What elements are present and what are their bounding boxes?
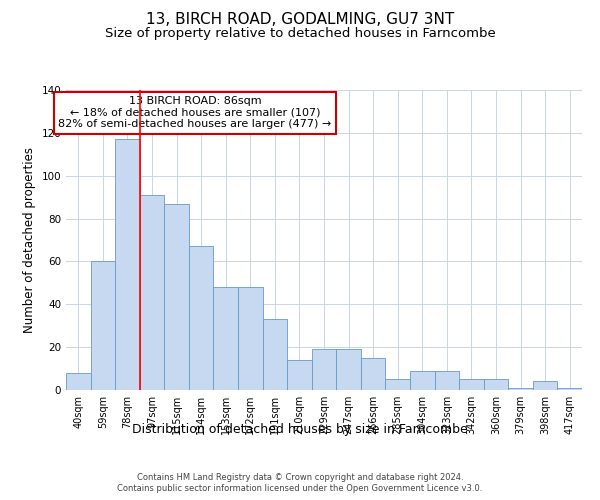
Bar xyxy=(115,140,140,390)
Text: Distribution of detached houses by size in Farncombe: Distribution of detached houses by size … xyxy=(132,422,468,436)
Bar xyxy=(91,262,115,390)
Text: Size of property relative to detached houses in Farncombe: Size of property relative to detached ho… xyxy=(104,28,496,40)
Bar xyxy=(410,370,434,390)
Bar xyxy=(164,204,189,390)
Bar xyxy=(238,287,263,390)
Text: Contains public sector information licensed under the Open Government Licence v3: Contains public sector information licen… xyxy=(118,484,482,493)
Bar xyxy=(214,287,238,390)
Bar xyxy=(484,380,508,390)
Bar xyxy=(361,358,385,390)
Bar xyxy=(189,246,214,390)
Bar xyxy=(434,370,459,390)
Bar xyxy=(385,380,410,390)
Text: Contains HM Land Registry data © Crown copyright and database right 2024.: Contains HM Land Registry data © Crown c… xyxy=(137,472,463,482)
Bar xyxy=(533,382,557,390)
Text: 13, BIRCH ROAD, GODALMING, GU7 3NT: 13, BIRCH ROAD, GODALMING, GU7 3NT xyxy=(146,12,454,28)
Bar xyxy=(287,360,312,390)
Bar xyxy=(336,350,361,390)
Bar xyxy=(263,320,287,390)
Bar xyxy=(140,195,164,390)
Y-axis label: Number of detached properties: Number of detached properties xyxy=(23,147,36,333)
Bar xyxy=(508,388,533,390)
Bar xyxy=(459,380,484,390)
Bar xyxy=(557,388,582,390)
Bar xyxy=(312,350,336,390)
Bar xyxy=(66,373,91,390)
Text: 13 BIRCH ROAD: 86sqm
← 18% of detached houses are smaller (107)
82% of semi-deta: 13 BIRCH ROAD: 86sqm ← 18% of detached h… xyxy=(58,96,332,129)
